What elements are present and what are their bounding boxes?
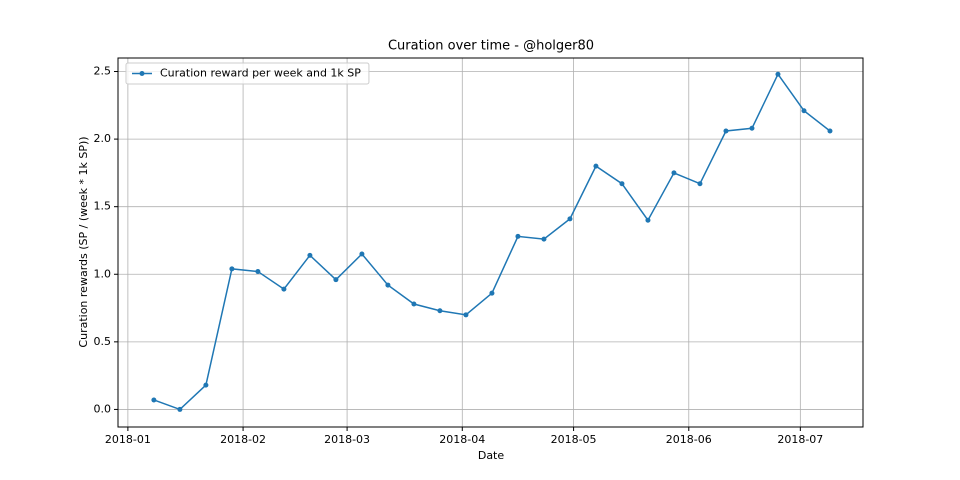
data-point: [827, 128, 833, 134]
data-point: [593, 163, 599, 169]
data-point: [411, 301, 417, 307]
data-point: [437, 308, 443, 314]
x-tick-label: 2018-04: [439, 433, 485, 446]
x-tick-label: 2018-02: [220, 433, 266, 446]
y-tick-label: 2.0: [94, 132, 112, 145]
data-point: [281, 286, 287, 292]
data-point: [463, 312, 469, 318]
data-point: [515, 233, 521, 239]
x-tick-label: 2018-01: [105, 433, 151, 446]
x-tick-label: 2018-07: [777, 433, 823, 446]
data-point: [333, 277, 339, 283]
y-tick-label: 2.5: [94, 65, 112, 78]
data-point: [567, 216, 573, 222]
data-point: [619, 181, 625, 187]
x-tick-label: 2018-06: [666, 433, 712, 446]
data-point: [255, 269, 261, 275]
legend-box: [125, 62, 370, 85]
chart-title: Curation over time - @holger80: [388, 39, 594, 54]
data-point: [307, 252, 313, 258]
legend-label: Curation reward per week and 1k SP: [160, 67, 361, 80]
legend-marker: [139, 71, 145, 76]
data-point: [177, 406, 183, 412]
data-point: [489, 290, 495, 296]
data-point: [671, 170, 677, 176]
data-point: [723, 128, 729, 134]
data-point: [775, 71, 781, 77]
data-point: [749, 125, 755, 131]
y-tick-label: 0.5: [94, 335, 112, 348]
data-point: [801, 108, 807, 114]
data-point: [541, 236, 547, 242]
data-point: [203, 382, 209, 388]
y-tick-label: 0.0: [94, 402, 112, 415]
y-tick-label: 1.5: [94, 200, 112, 213]
y-tick-label: 1.0: [94, 267, 112, 280]
x-tick-label: 2018-05: [551, 433, 597, 446]
y-axis-label: Curation rewards (SP / (week * 1k SP)): [77, 136, 90, 347]
data-point: [229, 266, 235, 272]
data-point: [359, 251, 365, 257]
data-point: [385, 282, 391, 288]
x-tick-label: 2018-03: [324, 433, 370, 446]
x-axis-label: Date: [478, 449, 505, 462]
plot-frame: [117, 57, 864, 428]
data-point: [697, 181, 703, 187]
data-point: [645, 217, 651, 223]
data-point: [151, 397, 157, 403]
